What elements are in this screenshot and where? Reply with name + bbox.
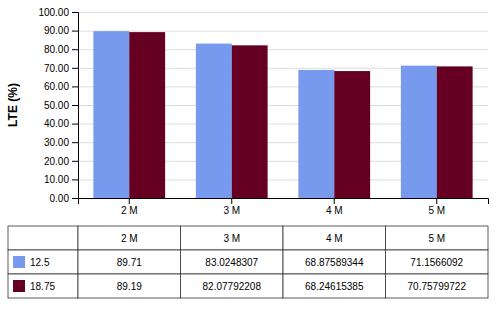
tick: 60.00	[44, 81, 78, 92]
tick-mark	[72, 179, 78, 180]
grid-tick	[78, 31, 488, 32]
grid-line	[78, 31, 488, 32]
table-header: 5 M	[428, 233, 445, 244]
axis-line	[79, 199, 489, 205]
tick-mark	[72, 12, 78, 13]
tick-label: 70.00	[44, 63, 69, 74]
tick: 100.00	[38, 7, 78, 18]
table-header: 4 M	[326, 233, 343, 244]
chart: 0.00 10.00 20.00 30.00 40.00 50.00 60.00 70.00 8…	[0, 0, 500, 319]
tick-label: 3 M	[223, 205, 240, 216]
table-header: 2 M	[121, 233, 138, 244]
table-cell	[283, 226, 386, 250]
tick-mark	[129, 198, 130, 204]
tick-mark	[72, 105, 78, 106]
bar	[93, 31, 129, 198]
x-axis: 2 M 3 M 4 M 5 M	[79, 198, 489, 216]
table-cell	[8, 250, 78, 274]
tick-mark	[72, 49, 78, 50]
table-cell	[283, 274, 386, 298]
legend-table: 2 M 3 M 4 M 5 M 12.5 89.71 83.0248307 68.875893…	[8, 226, 488, 298]
table-cell	[78, 274, 181, 298]
table-cell	[181, 226, 284, 250]
tick-mark	[72, 142, 78, 143]
bar	[298, 70, 334, 198]
table-cell	[283, 250, 386, 274]
bar	[232, 45, 268, 198]
grid-line	[78, 12, 488, 13]
tick-label: 2 M	[121, 205, 138, 216]
tick-mark	[72, 86, 78, 87]
legend-entry: 18.75	[30, 281, 55, 292]
tick: 3 M	[223, 198, 240, 216]
tick-label: 80.00	[44, 44, 69, 55]
tick: 0.00	[50, 193, 78, 204]
table-header: 3 M	[223, 233, 240, 244]
data-label: 83.0248307	[205, 257, 258, 268]
data-label: 68.87589344	[305, 257, 364, 268]
tick: 40.00	[44, 118, 78, 129]
table-cell	[386, 274, 489, 298]
data-label: 89.71	[117, 257, 142, 268]
bar	[196, 44, 232, 198]
tick-label: 40.00	[44, 118, 69, 129]
tick: 20.00	[44, 156, 78, 167]
bars	[93, 31, 472, 198]
tick-label: 5 M	[428, 205, 445, 216]
table-cell	[8, 274, 78, 298]
table-cell	[78, 250, 181, 274]
tick-label: 10.00	[44, 174, 69, 185]
tick-label: 0.00	[50, 193, 70, 204]
tick-label: 4 M	[326, 205, 343, 216]
y-axis-title: LTE (%)	[6, 83, 20, 127]
legend-entry: 12.5	[30, 257, 50, 268]
tick: 30.00	[44, 137, 78, 148]
bar-series	[129, 32, 472, 198]
tick: 50.00	[44, 100, 78, 111]
tick: 70.00	[44, 63, 78, 74]
axis-line	[72, 13, 79, 199]
table-cell	[386, 226, 489, 250]
bar-series	[93, 31, 436, 198]
bar	[437, 66, 473, 198]
tick-mark	[72, 124, 78, 125]
tick-mark	[72, 31, 78, 32]
data-label: 89.19	[117, 281, 142, 292]
tick: 2 M	[121, 198, 138, 216]
tick-mark	[231, 198, 232, 204]
y-axis: 0.00 10.00 20.00 30.00 40.00 50.00 60.00 70.00 8…	[38, 7, 78, 204]
tick-mark	[72, 161, 78, 162]
table-cell	[78, 226, 181, 250]
tick: 80.00	[44, 44, 78, 55]
bar	[334, 71, 370, 198]
tick-label: 30.00	[44, 137, 69, 148]
grid-tick	[78, 12, 488, 13]
tick: 10.00	[44, 174, 78, 185]
data-label: 82.07792208	[203, 281, 262, 292]
tick-label: 50.00	[44, 100, 69, 111]
tick: 90.00	[44, 25, 78, 36]
bar	[401, 66, 437, 198]
tick-mark	[334, 198, 335, 204]
table-cell	[181, 274, 284, 298]
tick-label: 60.00	[44, 81, 69, 92]
data-label: 70.75799722	[408, 281, 467, 292]
table-cell	[181, 250, 284, 274]
tick-mark	[436, 198, 437, 204]
tick: 4 M	[326, 198, 343, 216]
table-cell	[8, 226, 78, 250]
bar	[129, 32, 165, 198]
legend-swatch	[13, 280, 25, 292]
tick-label: 90.00	[44, 25, 69, 36]
grid	[78, 13, 488, 199]
tick: 5 M	[428, 198, 445, 216]
tick-label: 20.00	[44, 156, 69, 167]
legend-swatch	[13, 256, 25, 268]
table-cell	[386, 250, 489, 274]
data-label: 71.1566092	[410, 257, 463, 268]
tick-mark	[72, 68, 78, 69]
tick-label: 100.00	[38, 7, 69, 18]
tick-mark	[72, 198, 78, 199]
data-label: 68.24615385	[305, 281, 364, 292]
